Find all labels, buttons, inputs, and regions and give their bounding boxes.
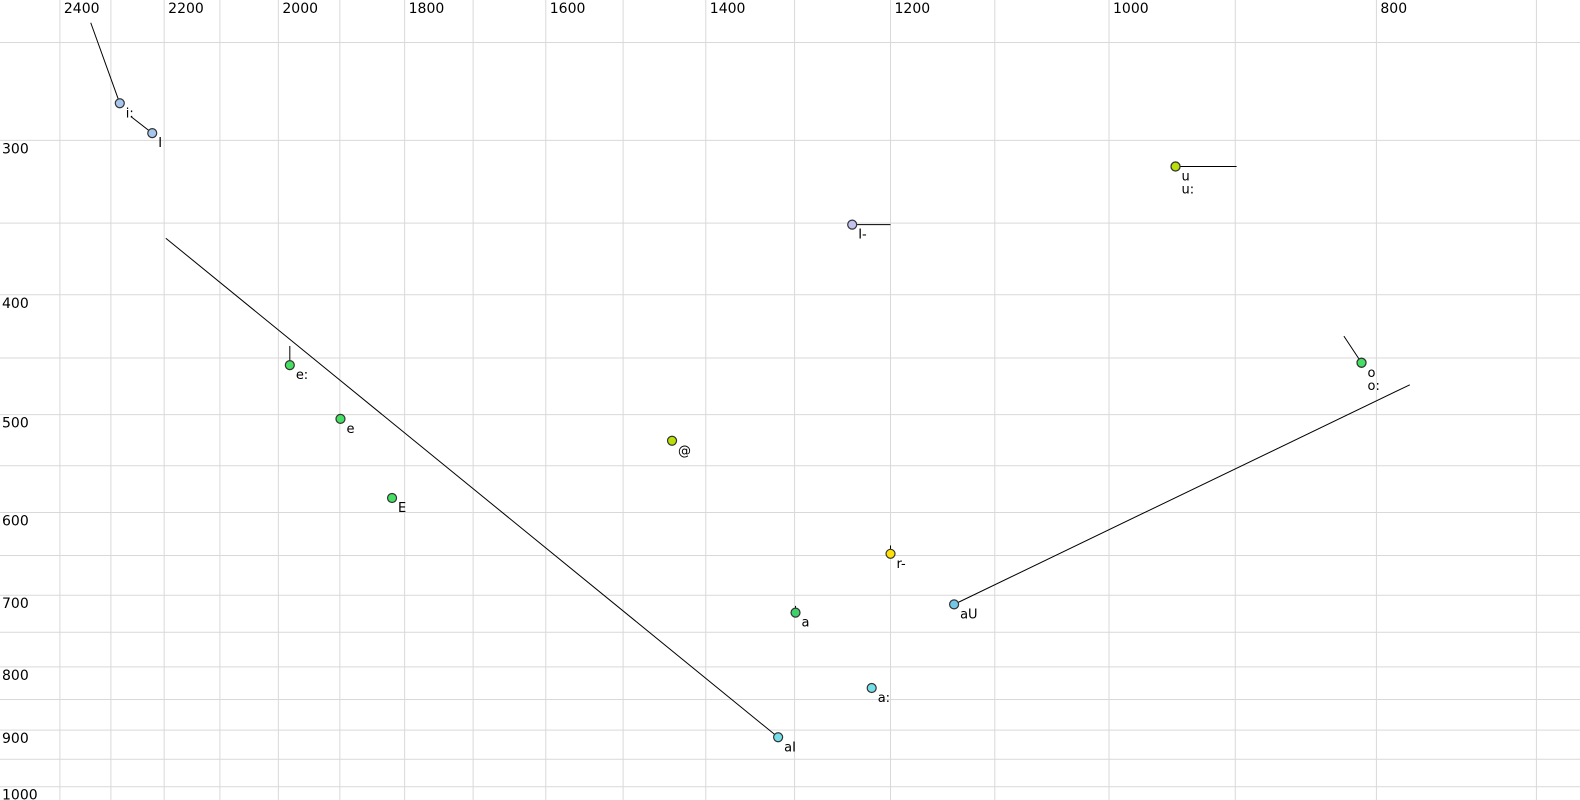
y-axis-tick-label: 600 <box>2 513 29 529</box>
vowel-label-u: u <box>1182 170 1190 185</box>
y-axis-tick-label: 900 <box>2 731 29 747</box>
x-axis-tick-label: 1200 <box>895 1 931 17</box>
vowel-point-u: <box>1170 161 1181 172</box>
trajectory-line-aU <box>953 384 1411 605</box>
vowel-point-e <box>335 413 346 424</box>
vowel-point-@ <box>666 435 678 446</box>
trajectory-line-aI <box>165 237 779 738</box>
vowel-label-o: o <box>1368 366 1376 381</box>
x-axis-tick-label: 2000 <box>282 1 318 17</box>
vowel-label-I-: I- <box>858 228 867 243</box>
vowel-point-aI <box>773 732 784 743</box>
vowel-label-u:: u: <box>1182 183 1195 198</box>
vowel-point-a: <box>866 682 877 694</box>
x-axis-tick-label: 1600 <box>550 1 586 17</box>
vowel-label-a:: a: <box>878 691 890 706</box>
x-axis-tick-label: 800 <box>1380 1 1407 17</box>
x-axis-tick-label: 2400 <box>64 1 100 17</box>
vowel-point-r- <box>885 548 896 559</box>
trajectory-line-o <box>1343 335 1362 364</box>
x-axis-tick-label: 1800 <box>409 1 445 17</box>
y-axis-tick-label: 1000 <box>2 788 38 800</box>
vowel-label-E: E <box>398 501 406 516</box>
vowel-label-aU: aU <box>960 607 977 622</box>
vowel-point-o: <box>1356 357 1367 368</box>
vowel-label-I: I <box>158 136 162 151</box>
vowel-label-r-: r- <box>897 557 907 572</box>
x-axis-tick-label: 2200 <box>168 1 204 17</box>
vowel-label-a: a <box>802 616 810 631</box>
x-axis-tick-label: 1400 <box>710 1 746 17</box>
vowel-label-o:: o: <box>1368 379 1380 394</box>
y-axis-tick-label: 700 <box>2 596 29 612</box>
trajectory-line-i: <box>90 22 121 104</box>
vowel-label-@: @ <box>678 444 691 459</box>
vowel-point-aU <box>948 599 960 610</box>
vowel-label-e:: e: <box>296 368 308 383</box>
vowel-label-e: e <box>346 422 354 437</box>
vowel-point-i: <box>114 98 125 109</box>
y-axis-tick-label: 300 <box>2 141 29 157</box>
vowel-point-E <box>386 492 398 504</box>
y-axis-tick-label: 800 <box>2 668 29 684</box>
vowel-label-i:: i: <box>126 106 134 121</box>
y-axis-tick-label: 400 <box>2 296 29 312</box>
vowel-point-I- <box>847 219 858 230</box>
vowel-point-I <box>147 128 158 139</box>
x-axis-tick-label: 1000 <box>1113 1 1149 17</box>
vowel-label-aI: aI <box>784 740 796 755</box>
y-axis-tick-label: 500 <box>2 416 29 432</box>
vowel-point-e: <box>284 360 295 371</box>
vowel-point-a <box>790 607 801 618</box>
